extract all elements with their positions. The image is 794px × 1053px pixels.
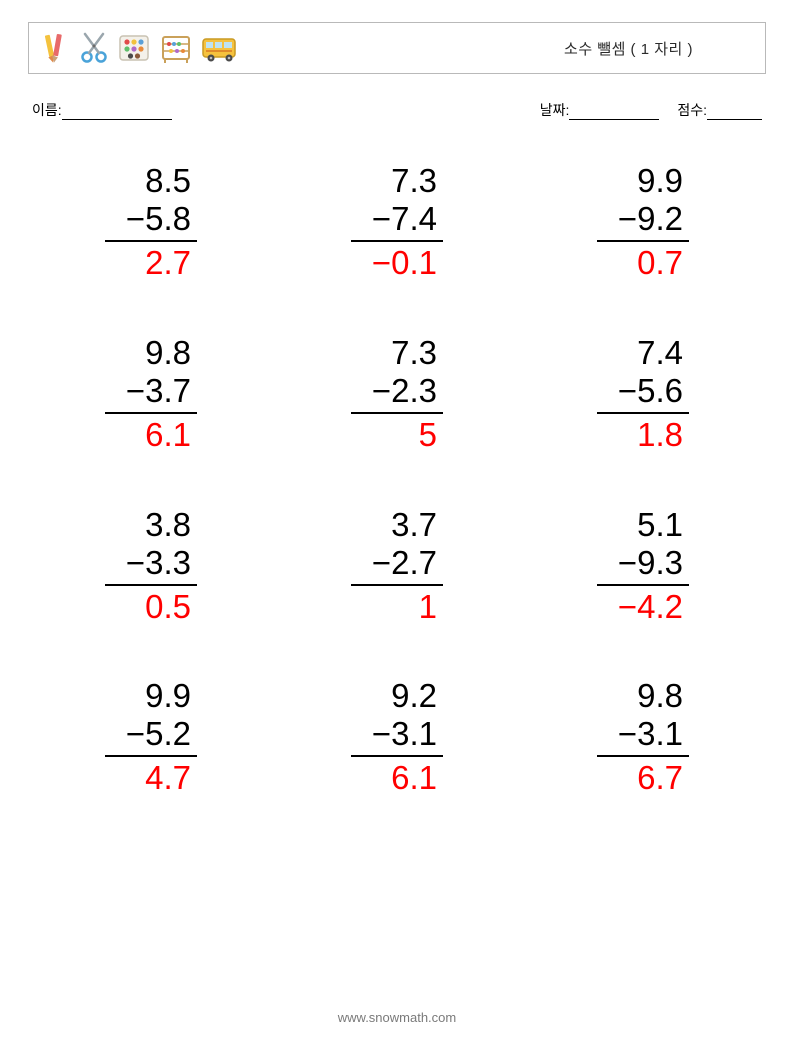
info-row: 이름: 날짜: 점수: (28, 100, 766, 120)
problem: 9.9−5.24.7 (88, 677, 214, 797)
subtrahend: −7.4 (351, 200, 443, 242)
subtrahend: −3.1 (351, 715, 443, 757)
answer: 0.5 (105, 586, 197, 626)
score-blank[interactable] (707, 106, 762, 120)
subtrahend: −9.2 (597, 200, 689, 242)
footer-url: www.snowmath.com (0, 1010, 794, 1025)
problem-stack: 7.3−2.35 (351, 334, 443, 454)
school-bus-icon (201, 31, 239, 65)
minuend: 9.9 (597, 162, 689, 200)
problem-stack: 7.3−7.4−0.1 (351, 162, 443, 282)
minuend: 9.9 (105, 677, 197, 715)
answer: 6.7 (597, 757, 689, 797)
minuend: 3.7 (351, 506, 443, 544)
answer: −4.2 (597, 586, 689, 626)
problem-stack: 9.9−5.24.7 (105, 677, 197, 797)
minuend: 7.3 (351, 162, 443, 200)
subtrahend: −3.3 (105, 544, 197, 586)
name-blank[interactable] (62, 106, 172, 120)
header-icons (41, 31, 239, 65)
info-left: 이름: (32, 100, 172, 120)
answer: 1 (351, 586, 443, 626)
info-right: 날짜: 점수: (540, 100, 762, 120)
scissors-icon (79, 31, 109, 65)
score-field: 점수: (677, 100, 762, 120)
minuend: 7.3 (351, 334, 443, 372)
subtrahend: −9.3 (597, 544, 689, 586)
problem: 5.1−9.3−4.2 (580, 506, 706, 626)
subtrahend: −3.7 (105, 372, 197, 414)
answer: 4.7 (105, 757, 197, 797)
worksheet-title: 소수 뺄셈 ( 1 자리 ) (564, 38, 753, 59)
score-label: 점수: (677, 100, 707, 120)
problem-stack: 9.8−3.76.1 (105, 334, 197, 454)
name-field: 이름: (32, 100, 172, 120)
answer: 6.1 (351, 757, 443, 797)
date-label: 날짜: (540, 100, 570, 120)
answer: −0.1 (351, 242, 443, 282)
answer: 1.8 (597, 414, 689, 454)
problem-stack: 9.9−9.20.7 (597, 162, 689, 282)
problem: 9.2−3.16.1 (334, 677, 460, 797)
minuend: 3.8 (105, 506, 197, 544)
date-field: 날짜: (540, 100, 660, 120)
minuend: 8.5 (105, 162, 197, 200)
problem: 7.3−2.35 (334, 334, 460, 454)
paint-palette-icon (117, 31, 151, 65)
subtrahend: −5.2 (105, 715, 197, 757)
problem: 8.5−5.82.7 (88, 162, 214, 282)
minuend: 5.1 (597, 506, 689, 544)
date-blank[interactable] (569, 106, 659, 120)
problem-stack: 9.8−3.16.7 (597, 677, 689, 797)
answer: 0.7 (597, 242, 689, 282)
name-label: 이름: (32, 100, 62, 120)
problem: 7.3−7.4−0.1 (334, 162, 460, 282)
subtrahend: −3.1 (597, 715, 689, 757)
minuend: 9.2 (351, 677, 443, 715)
minuend: 7.4 (597, 334, 689, 372)
worksheet-page: 소수 뺄셈 ( 1 자리 ) 이름: 날짜: 점수: 8.5−5.82.7 7.… (0, 0, 794, 797)
problem-stack: 7.4−5.61.8 (597, 334, 689, 454)
minuend: 9.8 (105, 334, 197, 372)
minuend: 9.8 (597, 677, 689, 715)
problem-stack: 8.5−5.82.7 (105, 162, 197, 282)
pencils-icon (41, 31, 71, 65)
subtrahend: −2.3 (351, 372, 443, 414)
problem: 9.8−3.16.7 (580, 677, 706, 797)
abacus-icon (159, 31, 193, 65)
header-box: 소수 뺄셈 ( 1 자리 ) (28, 22, 766, 74)
problem: 3.7−2.71 (334, 506, 460, 626)
problem-stack: 5.1−9.3−4.2 (597, 506, 689, 626)
problems-grid: 8.5−5.82.7 7.3−7.4−0.1 9.9−9.20.7 9.8−3.… (28, 162, 766, 797)
problem: 9.8−3.76.1 (88, 334, 214, 454)
problem: 3.8−3.30.5 (88, 506, 214, 626)
problem: 7.4−5.61.8 (580, 334, 706, 454)
subtrahend: −5.8 (105, 200, 197, 242)
problem-stack: 9.2−3.16.1 (351, 677, 443, 797)
answer: 6.1 (105, 414, 197, 454)
problem-stack: 3.7−2.71 (351, 506, 443, 626)
subtrahend: −2.7 (351, 544, 443, 586)
subtrahend: −5.6 (597, 372, 689, 414)
answer: 2.7 (105, 242, 197, 282)
problem-stack: 3.8−3.30.5 (105, 506, 197, 626)
answer: 5 (351, 414, 443, 454)
problem: 9.9−9.20.7 (580, 162, 706, 282)
